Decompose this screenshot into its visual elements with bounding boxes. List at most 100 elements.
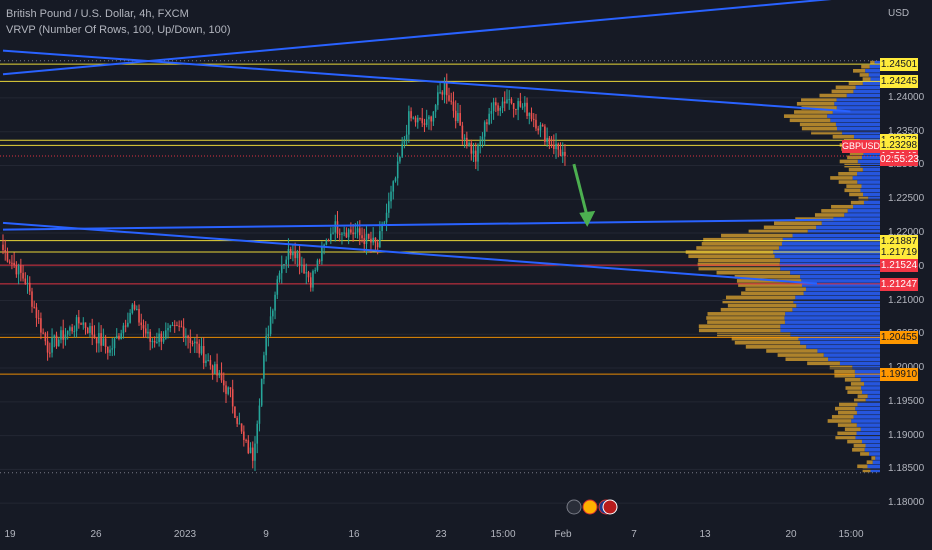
candle-body xyxy=(222,380,225,386)
candle-body xyxy=(379,231,381,248)
volume-bar-down xyxy=(831,204,854,209)
volume-bar-down xyxy=(796,101,835,106)
candle-body xyxy=(185,335,187,338)
volume-bar-up xyxy=(793,299,880,304)
candle-body xyxy=(127,322,129,327)
candle-body xyxy=(410,111,412,119)
candle-body xyxy=(392,181,395,192)
volume-bar-down xyxy=(830,176,853,180)
chart-legend: British Pound / U.S. Dollar, 4h, FXCM VR… xyxy=(6,6,231,38)
candle-body xyxy=(470,142,473,154)
candle-body xyxy=(497,105,499,111)
volume-bar-down xyxy=(727,303,797,308)
candle-body xyxy=(129,312,131,323)
candle-body xyxy=(265,335,267,356)
candle-body xyxy=(164,330,167,339)
candle-body xyxy=(66,330,69,335)
candle-body xyxy=(144,328,147,334)
candle-body xyxy=(361,235,363,239)
volume-bar-up xyxy=(834,101,880,106)
candle-body xyxy=(408,111,410,135)
candle-body xyxy=(82,322,85,325)
volume-bar-down xyxy=(834,373,855,378)
volume-bar-down xyxy=(725,295,796,300)
candle-body xyxy=(481,136,484,142)
volume-bar-down xyxy=(745,345,807,349)
candle-body xyxy=(113,338,116,349)
price-tag: 1.21719 xyxy=(880,245,918,259)
candle-body xyxy=(298,253,301,266)
volume-bar-up xyxy=(833,217,880,221)
price-tick-label: 1.18000 xyxy=(888,497,925,509)
flag-us-icon[interactable] xyxy=(602,499,618,515)
candle-body xyxy=(479,141,482,145)
volume-bar-up xyxy=(857,402,880,407)
symbol-title[interactable]: British Pound / U.S. Dollar, 4h, FXCM xyxy=(6,8,189,20)
candle-body xyxy=(561,151,564,156)
volume-bar-down xyxy=(738,283,802,287)
candle-body xyxy=(62,330,65,340)
candle-body xyxy=(53,335,56,338)
volume-bar-up xyxy=(863,151,880,156)
volume-bar-up xyxy=(869,452,880,456)
candle-body xyxy=(428,116,430,120)
candle-body xyxy=(46,341,49,353)
trendline xyxy=(2,221,818,285)
candle-body xyxy=(468,142,470,146)
volume-bar-down xyxy=(847,390,863,394)
candle-body xyxy=(169,325,172,328)
volume-bar-down xyxy=(839,402,858,407)
candle-body xyxy=(381,223,383,232)
candle-body xyxy=(171,325,174,327)
volume-bar-down xyxy=(847,439,862,444)
volume-bar-down xyxy=(707,320,785,324)
volume-bar-up xyxy=(860,427,880,432)
volume-bar-down xyxy=(834,406,856,411)
volume-bar-up xyxy=(857,159,880,164)
price-tick-label: 1.20000 xyxy=(888,362,924,373)
candle-body xyxy=(35,307,38,318)
volume-bar-down xyxy=(850,382,864,386)
candle-body xyxy=(22,272,24,279)
candle-body xyxy=(75,317,78,332)
candle-body xyxy=(399,156,401,162)
event-icon[interactable] xyxy=(566,499,582,515)
candle-body xyxy=(544,126,546,143)
candle-body xyxy=(4,250,7,253)
volume-bar-up xyxy=(855,435,880,440)
candle-body xyxy=(44,333,47,342)
price-tag: 1.24245 xyxy=(880,75,918,89)
candle-body xyxy=(528,112,531,116)
candle-body xyxy=(245,439,247,441)
time-tick-label: 16 xyxy=(348,529,360,540)
candle-body xyxy=(287,248,290,260)
economic-events[interactable] xyxy=(566,499,618,515)
candle-body xyxy=(160,333,163,342)
volume-bar-down xyxy=(698,328,781,333)
candle-body xyxy=(133,304,136,310)
volume-bar-up xyxy=(836,97,880,102)
candle-body xyxy=(434,105,437,112)
candle-body xyxy=(231,389,234,407)
volume-bar-up xyxy=(807,229,880,234)
candle-body xyxy=(251,447,254,461)
volume-bar-up xyxy=(847,209,880,213)
indicator-title[interactable]: VRVP (Number Of Rows, 100, Up/Down, 100) xyxy=(6,24,231,36)
flag-eu-icon[interactable] xyxy=(582,499,598,515)
volume-bar-down xyxy=(835,85,856,90)
volume-bar-up xyxy=(854,369,880,374)
candle-body xyxy=(385,212,388,223)
candle-body xyxy=(524,102,526,107)
candle-body xyxy=(136,308,138,310)
volume-bar-down xyxy=(801,106,837,110)
candle-body xyxy=(450,100,453,102)
volume-bar-up xyxy=(844,213,880,217)
candle-body xyxy=(272,310,274,317)
candle-body xyxy=(33,306,36,308)
candle-body xyxy=(247,440,250,454)
volume-bar-down xyxy=(827,419,852,423)
candle-body xyxy=(236,417,238,424)
volume-bar-down xyxy=(731,336,799,341)
volume-bar-down xyxy=(866,460,873,464)
